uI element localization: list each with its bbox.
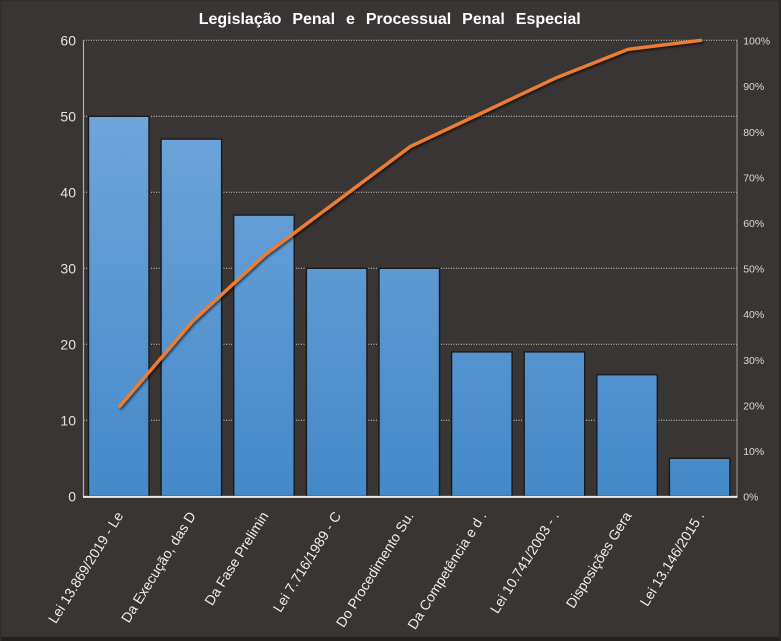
svg-text:10: 10 [60,412,76,428]
svg-text:30%: 30% [743,355,764,367]
svg-text:Legislação Penal e Processual: Legislação Penal e Processual Penal Espe… [199,11,581,28]
svg-text:40%: 40% [743,309,764,321]
svg-text:50: 50 [60,108,76,124]
svg-text:50%: 50% [743,264,764,276]
svg-text:20: 20 [60,336,76,352]
svg-text:30: 30 [60,260,76,276]
svg-text:10%: 10% [743,446,764,458]
svg-text:20%: 20% [743,400,764,412]
svg-text:100%: 100% [743,36,770,48]
svg-text:0%: 0% [743,492,758,504]
svg-text:60: 60 [60,32,76,48]
svg-text:40: 40 [60,184,76,200]
svg-text:70%: 70% [743,172,764,184]
svg-text:90%: 90% [743,81,764,93]
svg-text:60%: 60% [743,218,764,230]
svg-text:80%: 80% [743,127,764,139]
svg-text:0: 0 [68,488,76,504]
